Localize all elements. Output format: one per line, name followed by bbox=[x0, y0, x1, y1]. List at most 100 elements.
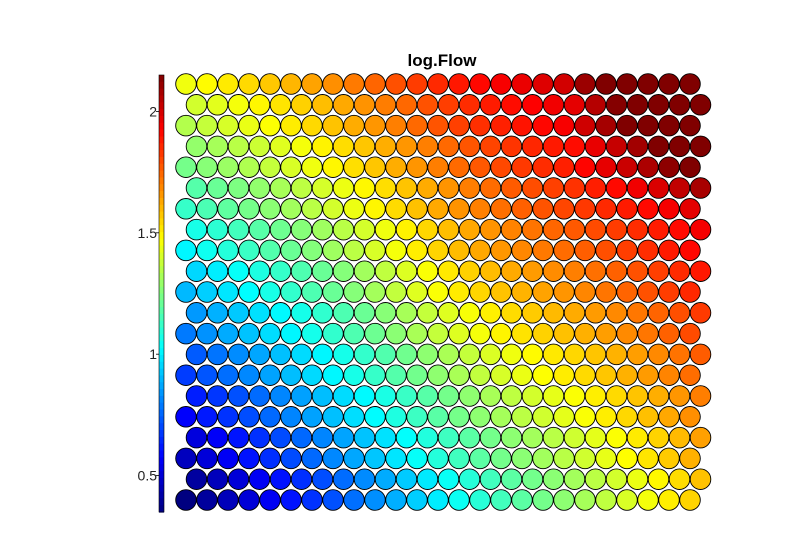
hex-cell bbox=[511, 156, 533, 178]
hex-cell bbox=[574, 364, 596, 386]
hex-cell bbox=[605, 426, 628, 449]
colorbar-segment bbox=[159, 389, 164, 397]
hex-cell bbox=[175, 239, 197, 262]
colorbar-tick-label: 0.5 bbox=[138, 468, 158, 484]
hex-cell bbox=[406, 156, 428, 178]
hex-cell bbox=[448, 239, 470, 262]
hex-cell bbox=[469, 406, 491, 428]
hex-cell bbox=[637, 364, 659, 386]
hex-cell bbox=[532, 364, 554, 386]
hex-cell bbox=[458, 385, 481, 407]
hex-cell bbox=[458, 218, 481, 241]
colorbar-segment bbox=[159, 156, 164, 165]
hex-cell bbox=[689, 343, 712, 366]
hex-cell bbox=[311, 94, 334, 116]
hex-cell bbox=[679, 198, 701, 220]
hex-cell bbox=[416, 177, 439, 199]
colorbar-segment bbox=[159, 129, 164, 138]
hex-cell bbox=[185, 385, 208, 407]
hex-cell bbox=[584, 343, 607, 366]
hex-cell bbox=[637, 198, 659, 220]
hex-cell bbox=[574, 489, 596, 511]
hex-cell bbox=[196, 73, 218, 95]
hex-cell bbox=[311, 426, 334, 449]
hex-cell bbox=[248, 302, 271, 324]
hex-cell bbox=[353, 426, 376, 449]
hex-cell bbox=[605, 94, 628, 116]
colorbar-segment bbox=[159, 266, 164, 274]
hex-cell bbox=[206, 218, 229, 241]
hex-cell bbox=[364, 406, 386, 428]
hex-cell bbox=[248, 343, 271, 366]
hex-cell bbox=[584, 135, 607, 158]
hex-cell bbox=[542, 385, 565, 407]
hex-cell bbox=[290, 426, 313, 449]
hex-cell bbox=[332, 385, 355, 407]
hex-cell bbox=[353, 177, 376, 199]
hex-cell bbox=[364, 239, 386, 262]
colorbar-segment bbox=[159, 320, 164, 329]
hex-cell bbox=[479, 94, 502, 116]
hex-cell bbox=[553, 489, 575, 511]
hex-cell bbox=[521, 468, 544, 490]
colorbar-segment bbox=[159, 375, 164, 383]
hex-cell bbox=[322, 406, 344, 428]
hex-cell bbox=[553, 281, 575, 303]
hex-cell bbox=[511, 406, 533, 428]
hex-cell bbox=[679, 114, 701, 137]
colorbar-outline bbox=[158, 74, 165, 513]
hex-cell bbox=[227, 302, 250, 324]
hex-cell bbox=[280, 281, 302, 303]
hex-cell bbox=[196, 198, 218, 220]
hex-cell bbox=[343, 198, 365, 220]
hex-cell bbox=[353, 135, 376, 158]
colorbar-segment bbox=[159, 477, 164, 486]
hex-cell bbox=[542, 343, 565, 366]
hex-cell bbox=[490, 406, 512, 428]
hex-cell bbox=[301, 198, 323, 220]
hex-cell bbox=[227, 343, 250, 366]
hex-cell bbox=[185, 468, 208, 490]
hex-cell bbox=[563, 177, 586, 199]
hex-cell bbox=[521, 385, 544, 407]
hex-cell bbox=[343, 489, 365, 511]
hex-cell bbox=[395, 343, 418, 366]
hex-cell bbox=[301, 114, 323, 137]
hex-cell bbox=[353, 343, 376, 366]
hex-cell bbox=[679, 156, 701, 178]
colorbar-tick-label: 1 bbox=[149, 346, 157, 362]
hex-cell bbox=[616, 198, 638, 220]
hex-cell bbox=[469, 447, 491, 470]
hex-cell bbox=[668, 302, 691, 324]
hex-cell bbox=[511, 198, 533, 220]
hex-cell bbox=[206, 385, 229, 407]
hex-cell bbox=[458, 177, 481, 199]
hex-cell bbox=[238, 198, 260, 220]
hex-cell bbox=[416, 218, 439, 241]
hex-cell bbox=[616, 322, 638, 345]
hex-cell bbox=[343, 156, 365, 178]
hex-cell bbox=[469, 281, 491, 303]
hex-cell bbox=[500, 426, 523, 449]
hex-cell bbox=[668, 468, 691, 490]
hex-cell bbox=[490, 114, 512, 137]
hex-cell bbox=[406, 198, 428, 220]
hex-cell bbox=[500, 218, 523, 241]
hex-cell bbox=[616, 239, 638, 262]
hex-cell bbox=[385, 239, 407, 262]
colorbar-segment bbox=[159, 197, 164, 206]
colorbar-segment bbox=[159, 75, 164, 83]
hex-cell bbox=[511, 73, 533, 95]
hex-cell bbox=[553, 114, 575, 137]
hex-cell bbox=[259, 239, 281, 262]
hex-cell bbox=[521, 135, 544, 158]
hex-cell bbox=[637, 447, 659, 470]
hex-cell bbox=[301, 322, 323, 345]
hex-cell bbox=[448, 198, 470, 220]
hex-cell bbox=[364, 281, 386, 303]
hex-cell bbox=[259, 114, 281, 137]
hex-cell bbox=[248, 218, 271, 241]
hex-cell bbox=[385, 198, 407, 220]
hex-cell bbox=[280, 239, 302, 262]
hex-cell bbox=[175, 114, 197, 137]
